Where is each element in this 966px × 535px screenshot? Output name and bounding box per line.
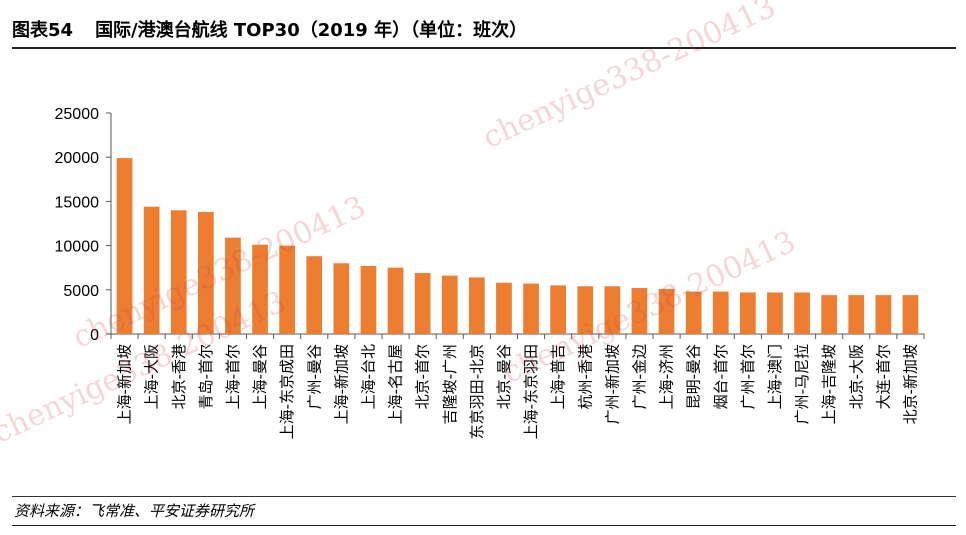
source-note: 资料来源：飞常准、平安证券研究所 [14, 502, 255, 520]
x-tick-label: 广州-新加坡 [603, 344, 621, 424]
bar [794, 292, 810, 334]
x-tick-label: 上海-大阪 [143, 344, 161, 409]
figure-label: 图表54 [12, 20, 74, 41]
bar [658, 288, 675, 334]
x-tick-label: 广州-曼谷 [305, 344, 323, 409]
x-tick-label: 上海-台北 [359, 344, 377, 409]
bar [225, 237, 241, 334]
bar [333, 263, 350, 334]
x-tick-label: 吉隆坡-广州 [441, 344, 459, 424]
bar [306, 256, 323, 334]
bar [252, 244, 268, 334]
bar [414, 273, 431, 334]
x-tick-label: 上海-普吉 [549, 344, 567, 409]
bar [848, 295, 865, 334]
y-tick-label: 25000 [55, 106, 100, 123]
bar [685, 291, 702, 334]
x-tick-label: 上海-澳门 [766, 344, 784, 409]
x-tick-label: 广州-马尼拉 [793, 344, 811, 424]
x-tick-label: 上海-新加坡 [116, 344, 134, 424]
bar [577, 286, 594, 334]
x-tick-label: 杭州-香港 [576, 344, 594, 409]
x-tick-label: 上海-吉隆坡 [820, 344, 838, 424]
x-tick-label: 北京-大阪 [847, 344, 865, 409]
x-tick-label: 北京-新加坡 [901, 344, 919, 424]
x-tick-label: 昆明-曼谷 [685, 344, 703, 409]
figure-title: 图表54 国际/港澳台航线 TOP30（2019 年）（单位：班次） [12, 16, 956, 46]
bar [387, 267, 404, 334]
bar [468, 277, 485, 334]
bar [821, 295, 838, 334]
x-tick-label: 上海-曼谷 [251, 344, 269, 409]
bar [143, 206, 160, 334]
x-tick-label: 上海-新加坡 [332, 344, 350, 424]
y-tick-label: 0 [90, 327, 99, 344]
bar [279, 245, 296, 334]
source-rule-bottom [12, 525, 956, 526]
bar [496, 282, 512, 334]
bar [360, 265, 377, 334]
bar [739, 292, 756, 334]
y-tick-label: 15000 [55, 194, 100, 211]
x-tick-label: 广州-金边 [630, 344, 648, 409]
x-tick-label: 青岛-首尔 [197, 344, 215, 409]
y-tick-label: 5000 [63, 283, 99, 300]
x-tick-label: 上海-首尔 [224, 344, 242, 409]
bar [875, 295, 892, 334]
x-tick-label: 上海-东京成田 [278, 344, 296, 439]
x-tick-label: 广州-首尔 [739, 344, 757, 409]
x-tick-label: 烟台-首尔 [712, 344, 730, 409]
x-tick-label: 上海-东京羽田 [522, 344, 540, 439]
bar [712, 291, 729, 334]
bar [550, 285, 567, 334]
title-rule [12, 47, 956, 49]
bar [441, 275, 458, 334]
bar [902, 295, 919, 334]
x-tick-label: 上海-名古屋 [387, 344, 405, 424]
bar [631, 288, 648, 334]
bar [197, 212, 214, 334]
y-tick-label: 20000 [55, 150, 100, 167]
bar [170, 210, 187, 334]
chart-title: 国际/港澳台航线 TOP30（2019 年）（单位：班次） [95, 20, 528, 41]
x-tick-label: 大连-首尔 [874, 344, 892, 409]
bar [604, 286, 621, 334]
x-tick-label: 北京-香港 [170, 344, 188, 409]
bar [523, 283, 539, 334]
x-tick-label: 北京-首尔 [414, 344, 432, 409]
y-tick-label: 10000 [55, 239, 100, 256]
x-tick-label: 上海-济州 [658, 344, 676, 409]
source-rule-top [12, 496, 956, 497]
x-tick-label: 东京羽田-北京 [468, 344, 486, 439]
bar [116, 158, 133, 334]
x-tick-label: 北京-曼谷 [495, 344, 513, 409]
bar [767, 292, 783, 334]
